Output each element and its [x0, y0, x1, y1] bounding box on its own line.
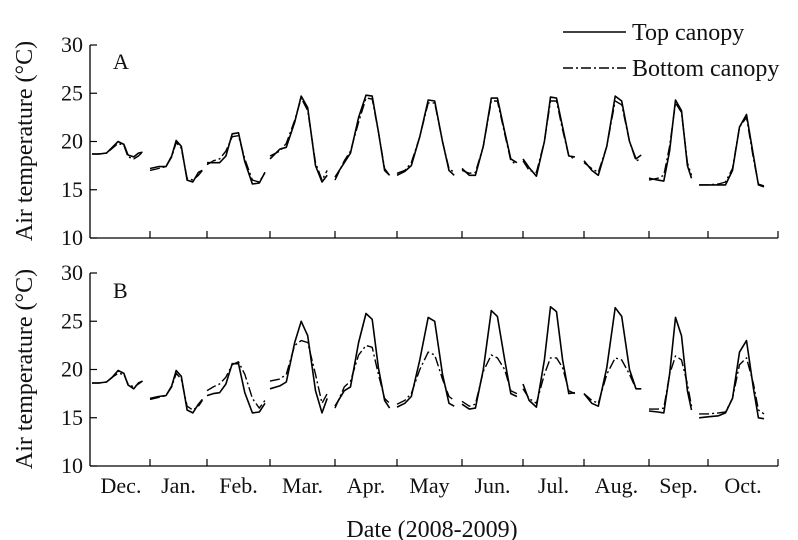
panel-b-top-canopy-line: [334, 312, 391, 409]
panel-b-x-tick-label: Mar.: [282, 473, 323, 498]
panel-b-bottom-canopy-line: [649, 355, 693, 410]
panel-a-bottom-canopy-line: [334, 97, 391, 181]
panel-b-bottom-canopy-line: [269, 339, 328, 404]
panel-b-y-tick-label: 25: [61, 308, 83, 333]
panel-b-top-canopy-line: [269, 320, 328, 414]
panel-a-bottom-canopy-line: [92, 142, 143, 160]
panel-b-y-tick-label: 20: [61, 357, 83, 382]
panel-a-top-canopy-line: [396, 99, 455, 177]
panel-b-x-tick-label: Jun.: [474, 473, 510, 498]
panel-b-x-tick-label: Sep.: [659, 473, 698, 498]
panel-b-top-canopy-line: [206, 362, 266, 414]
panel-b-x-tick-label: Apr.: [347, 473, 386, 498]
panel-a-top-canopy-line: [207, 132, 266, 185]
panel-a-bottom-canopy-line: [269, 97, 328, 181]
panel-b-y-tick-label: 15: [61, 405, 83, 430]
panel-b-bottom-canopy-line: [522, 357, 576, 404]
panel-b-y-ticks: 10 15 20 25 30: [61, 260, 97, 478]
panel-b-top-canopy-line: [583, 306, 642, 408]
panel-a-series: [92, 94, 765, 188]
panel-a-bottom-canopy-line: [583, 100, 642, 174]
panel-b-y-tick-label: 30: [61, 260, 83, 285]
panel-b-x-tick-label: Jul.: [538, 473, 569, 498]
panel-a-y-tick-label: 25: [61, 80, 83, 105]
panel-b-x-ticks: Dec. Jan. Feb. Mar. Apr. May Jun. Jul. Aug. Sep. O…: [101, 459, 779, 498]
panel-b-x-tick-label: May: [409, 473, 449, 498]
panel-a-bottom-canopy-line: [648, 102, 693, 181]
legend: Top canopy Bottom canopy: [563, 20, 779, 82]
x-axis-title: Date (2008-2009): [346, 517, 517, 540]
panel-a: A 10 15 20 25 30: [61, 32, 779, 250]
panel-b-x-tick-label: Feb.: [219, 473, 258, 498]
panel-b-bottom-canopy-line: [149, 372, 203, 411]
panel-a-top-canopy-line: [334, 94, 391, 178]
panel-a-top-canopy-line: [92, 140, 143, 158]
panel-a-bottom-canopy-line: [396, 102, 455, 174]
panel-a-top-canopy-line: [699, 113, 765, 188]
panel-a-top-canopy-line: [461, 97, 518, 177]
panel-b-top-canopy-line: [699, 339, 765, 420]
panel-b-x-tick-label: Oct.: [724, 473, 761, 498]
legend-bottom-canopy-label: Bottom canopy: [632, 56, 779, 82]
panel-a-bottom-canopy-line: [206, 134, 266, 183]
panel-b-bottom-canopy-line: [334, 344, 391, 409]
panel-b-top-canopy-line: [522, 305, 576, 408]
panel-a-bottom-canopy-line: [522, 100, 576, 174]
panel-a-bottom-canopy-line: [149, 141, 203, 181]
panel-b-x-tick-label: Aug.: [595, 473, 638, 498]
panel-b-bottom-canopy-line: [699, 357, 765, 415]
panel-b-bottom-canopy-line: [396, 351, 455, 405]
panel-b-x-tick-label: Jan.: [161, 473, 196, 498]
panel-a-top-canopy-line: [522, 96, 576, 177]
panel-b-bottom-canopy-line: [206, 361, 266, 409]
panel-a-bottom-canopy-line: [699, 116, 765, 187]
panel-b-bottom-canopy-line: [583, 357, 642, 404]
panel-a-top-canopy-line: [583, 95, 642, 177]
panel-b-top-canopy-line: [648, 316, 693, 414]
panel-b-bottom-canopy-line: [92, 372, 143, 388]
panel-a-y-tick-label: 15: [61, 177, 83, 202]
panel-a-y-tick-label: 20: [61, 129, 83, 154]
panel-a-y-tick-label: 30: [61, 32, 83, 57]
panel-b-y-tick-label: 10: [61, 453, 83, 478]
panel-b-top-canopy-line: [149, 369, 204, 414]
panel-b-top-canopy-line: [92, 369, 143, 390]
panel-b-label: B: [113, 278, 128, 303]
panel-b-top-canopy-line: [396, 316, 455, 408]
panel-b: B 10 15 20 25 30 Dec. Jan. Feb. Mar. Apr. May Jun.…: [61, 260, 779, 498]
panel-b-y-axis-title: Air temperature (°C): [12, 269, 38, 469]
panel-b-series: [92, 305, 765, 420]
panel-b-x-tick-label: Dec.: [101, 473, 142, 498]
panel-a-bottom-canopy-line: [461, 100, 518, 175]
legend-top-canopy-label: Top canopy: [632, 20, 744, 46]
panel-b-top-canopy-line: [461, 309, 518, 410]
panel-a-y-ticks: 10 15 20 25 30: [61, 32, 97, 250]
panel-a-y-axis-title: Air temperature (°C): [12, 41, 38, 241]
panel-a-label: A: [113, 49, 129, 74]
panel-a-y-tick-label: 10: [61, 225, 83, 250]
panel-a-top-canopy-line: [149, 139, 203, 183]
panel-b-bottom-canopy-line: [461, 354, 518, 407]
panel-a-x-ticks: [149, 231, 779, 238]
